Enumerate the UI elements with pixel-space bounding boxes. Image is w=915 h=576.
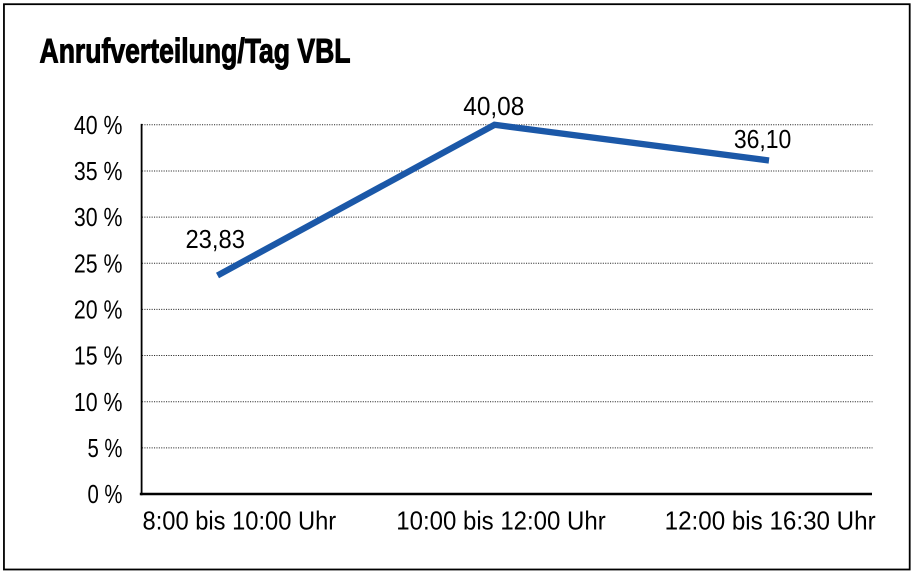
svg-text:10 %: 10 % — [74, 387, 123, 417]
svg-text:20 %: 20 % — [74, 294, 123, 324]
svg-text:23,83: 23,83 — [185, 224, 245, 254]
svg-text:0 %: 0 % — [88, 479, 123, 509]
svg-text:25 %: 25 % — [74, 248, 123, 278]
svg-text:36,10: 36,10 — [734, 124, 792, 154]
svg-text:40,08: 40,08 — [463, 91, 524, 121]
svg-text:40 %: 40 % — [74, 110, 123, 140]
svg-text:15 %: 15 % — [74, 341, 123, 371]
svg-text:10:00 bis 12:00 Uhr: 10:00 bis 12:00 Uhr — [396, 506, 606, 536]
svg-text:35 %: 35 % — [74, 156, 123, 186]
svg-text:30 %: 30 % — [74, 202, 123, 232]
svg-text:Anrufverteilung/Tag VBL: Anrufverteilung/Tag VBL — [40, 33, 351, 71]
svg-text:12:00 bis 16:30 Uhr: 12:00 bis 16:30 Uhr — [665, 506, 876, 536]
svg-text:5 %: 5 % — [88, 433, 123, 463]
svg-text:8:00 bis 10:00 Uhr: 8:00 bis 10:00 Uhr — [143, 506, 337, 536]
